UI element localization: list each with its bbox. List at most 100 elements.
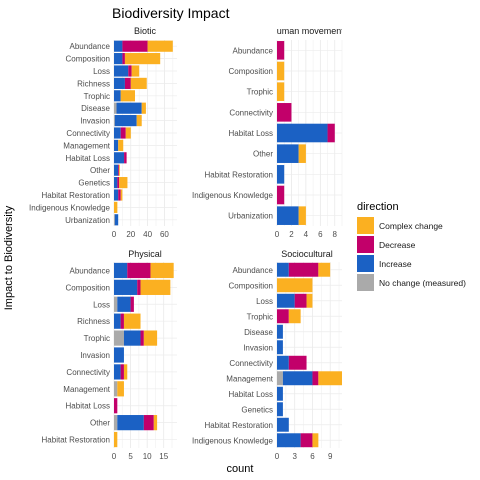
bar-loss-complex-change bbox=[306, 293, 313, 308]
bar-connectivity-increase bbox=[114, 364, 121, 380]
bar-indigenous-knowledge-increase bbox=[277, 433, 301, 448]
tick-label-abundance: Abundance bbox=[70, 266, 111, 275]
bar-composition-increase bbox=[114, 53, 123, 65]
x-tick-label: 15 bbox=[159, 452, 168, 461]
bar-trophic-complex-change bbox=[288, 309, 301, 324]
bar-habitat-loss-increase bbox=[277, 123, 328, 143]
legend-label-decrease: Decrease bbox=[379, 240, 416, 250]
x-tick-label: 0 bbox=[112, 452, 117, 461]
bar-composition-complex-change bbox=[124, 53, 161, 65]
panel-biotic: Biotic Urbanization Indigenous Knowledge Ha… bbox=[29, 26, 177, 239]
tick-label-habitat-loss: Habitat Loss bbox=[66, 154, 110, 163]
tick-label-habitat-restoration: Habitat Restoration bbox=[42, 191, 110, 200]
tick-label-composition: Composition bbox=[229, 67, 273, 76]
bar-disease-no-change-measured bbox=[114, 102, 117, 114]
x-axis-title: count bbox=[227, 463, 254, 475]
tick-label-other: Other bbox=[90, 419, 110, 428]
bar-habitat-restoration-increase bbox=[277, 165, 285, 184]
bar-abundance-complex-change bbox=[147, 40, 173, 52]
legend: direction Complex change Decrease Increase… bbox=[357, 201, 466, 291]
bar-connectivity-increase bbox=[114, 127, 121, 139]
tick-label-habitat-restoration: Habitat Restoration bbox=[205, 170, 273, 179]
panel-title-sociocultural: Sociocultural bbox=[281, 249, 333, 259]
tick-label-management: Management bbox=[63, 385, 110, 394]
bar-invasion-increase bbox=[114, 347, 124, 363]
bar-loss-complex-change bbox=[131, 65, 140, 77]
legend-key-increase bbox=[357, 255, 374, 272]
bar-habitat-loss-increase bbox=[114, 152, 125, 164]
tick-label-connectivity: Connectivity bbox=[229, 359, 273, 368]
bar-connectivity-increase bbox=[277, 355, 289, 370]
bar-richness-decrease bbox=[124, 77, 131, 89]
bar-other-decrease bbox=[143, 415, 154, 431]
x-tick-label: 5 bbox=[128, 452, 133, 461]
bar-other-no-change-measured bbox=[114, 415, 118, 431]
bar-habitat-restoration-complex-change bbox=[114, 431, 118, 448]
bar-richness-increase bbox=[114, 77, 125, 89]
x-tick-label: 40 bbox=[143, 230, 152, 239]
tick-label-management: Management bbox=[226, 374, 273, 383]
tick-label-richness: Richness bbox=[77, 317, 110, 326]
tick-label-loss: Loss bbox=[93, 300, 110, 309]
bar-richness-decrease bbox=[120, 313, 124, 329]
legend-label-increase: Increase bbox=[379, 259, 412, 269]
bar-invasion-no-change-measured bbox=[114, 115, 115, 127]
tick-label-urbanization: Urbanization bbox=[228, 212, 273, 221]
panel-title-human-movement: Human movement bbox=[270, 26, 344, 36]
bar-richness-increase bbox=[114, 313, 121, 329]
bar-habitat-loss-decrease bbox=[327, 123, 335, 143]
panel-physical: Physical Habitat Restoration Other Habitat … bbox=[42, 249, 177, 461]
bar-trophic-no-change-measured bbox=[114, 330, 124, 346]
tick-label-loss: Loss bbox=[93, 67, 110, 76]
tick-label-habitat-loss: Habitat Loss bbox=[229, 390, 273, 399]
bar-habitat-restoration-increase bbox=[114, 189, 119, 201]
bar-habitat-loss-increase bbox=[277, 386, 283, 401]
x-tick-label: 6 bbox=[318, 230, 323, 239]
legend-title: direction bbox=[357, 201, 399, 213]
tick-label-loss: Loss bbox=[256, 297, 273, 306]
bar-invasion-increase bbox=[277, 340, 283, 355]
bar-connectivity-complex-change bbox=[125, 127, 131, 139]
bar-abundance-decrease bbox=[127, 262, 151, 279]
tick-label-urbanization: Urbanization bbox=[65, 216, 110, 225]
x-tick-label: 20 bbox=[126, 230, 135, 239]
bar-loss-decrease bbox=[128, 65, 132, 77]
x-tick-label: 4 bbox=[304, 230, 309, 239]
tick-label-connectivity: Connectivity bbox=[229, 108, 273, 117]
x-tick-label: 0 bbox=[275, 230, 280, 239]
bar-other-increase bbox=[277, 144, 299, 163]
bar-management-increase bbox=[114, 139, 119, 151]
tick-label-connectivity: Connectivity bbox=[66, 129, 110, 138]
bar-genetics-complex-change bbox=[119, 177, 128, 189]
bar-management-complex-change bbox=[118, 139, 124, 151]
legend-key-nochange bbox=[357, 274, 374, 291]
x-tick-label: 10 bbox=[143, 452, 152, 461]
tick-label-invasion: Invasion bbox=[243, 343, 273, 352]
bar-connectivity-complex-change bbox=[123, 364, 128, 380]
tick-label-management: Management bbox=[63, 141, 110, 150]
bar-habitat-restoration-complex-change bbox=[120, 189, 123, 201]
bar-other-complex-change bbox=[119, 164, 120, 176]
bar-richness-complex-change bbox=[130, 77, 147, 89]
x-tick-label: 60 bbox=[160, 230, 169, 239]
bar-indigenous-knowledge-decrease bbox=[277, 185, 285, 205]
tick-label-habitat-restoration: Habitat Restoration bbox=[42, 436, 110, 445]
bar-composition-increase bbox=[114, 279, 138, 295]
bar-composition-complex-change bbox=[277, 61, 285, 81]
bar-indigenous-knowledge-complex-change bbox=[114, 201, 118, 213]
bar-trophic-complex-change bbox=[143, 330, 158, 346]
bar-management-complex-change bbox=[117, 381, 124, 397]
bar-indigenous-knowledge-decrease bbox=[300, 433, 313, 448]
bar-trophic-increase bbox=[114, 90, 121, 102]
tick-label-invasion: Invasion bbox=[80, 351, 110, 360]
tick-label-connectivity: Connectivity bbox=[66, 368, 110, 377]
tick-label-genetics: Genetics bbox=[241, 405, 273, 414]
panel-sociocultural: Sociocultural Indigenous Knowledge Habitat… bbox=[192, 249, 342, 461]
bar-urbanization-increase bbox=[114, 214, 119, 226]
x-tick-label: 9 bbox=[328, 452, 333, 461]
legend-label-complex: Complex change bbox=[379, 221, 443, 231]
tick-label-disease: Disease bbox=[244, 328, 273, 337]
bar-other-increase bbox=[117, 415, 144, 431]
bar-disease-increase bbox=[116, 102, 142, 114]
